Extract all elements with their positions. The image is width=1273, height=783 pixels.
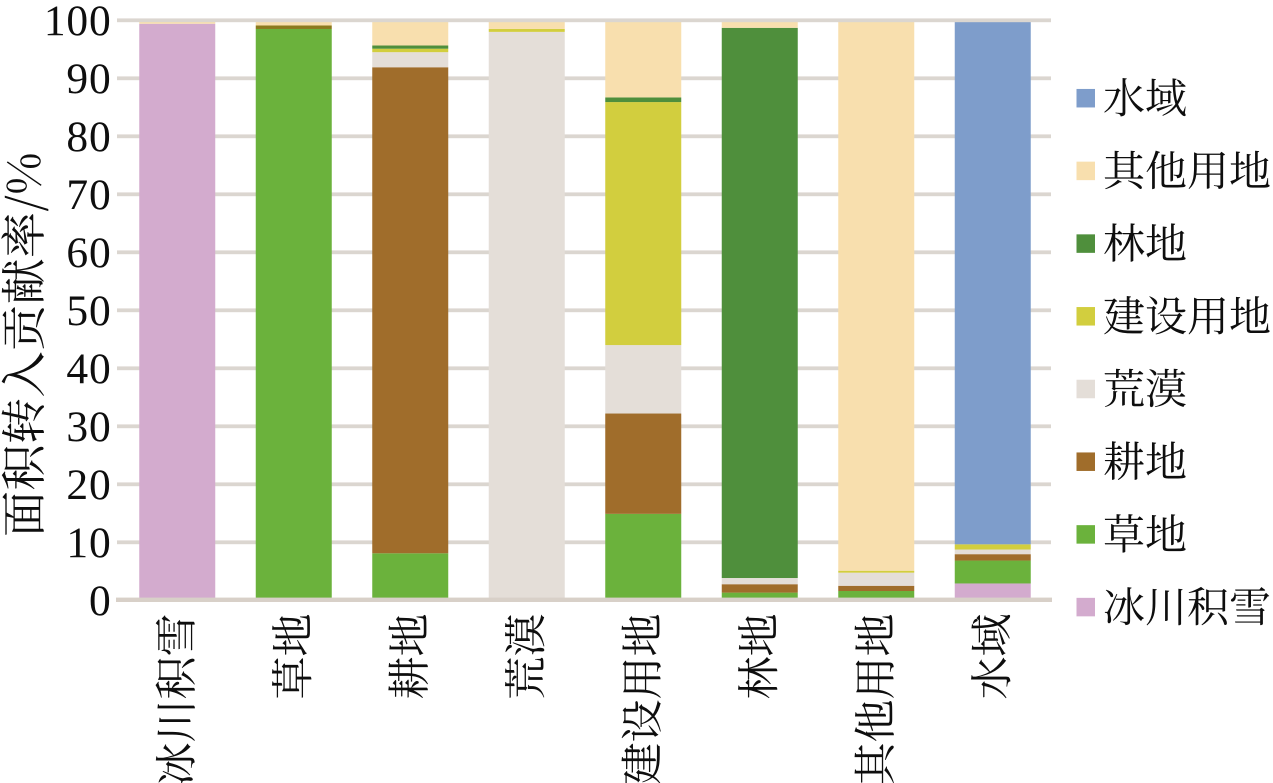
svg-text:0: 0 <box>89 577 112 625</box>
svg-text:70: 70 <box>66 171 111 219</box>
svg-text:80: 80 <box>66 113 111 161</box>
svg-text:40: 40 <box>66 345 111 393</box>
svg-text:90: 90 <box>66 55 111 103</box>
svg-text:20: 20 <box>66 461 111 509</box>
svg-text:30: 30 <box>66 403 111 451</box>
svg-text:10: 10 <box>66 519 111 567</box>
svg-text:100: 100 <box>44 0 112 45</box>
svg-text:60: 60 <box>66 229 111 277</box>
svg-text:50: 50 <box>66 287 111 335</box>
